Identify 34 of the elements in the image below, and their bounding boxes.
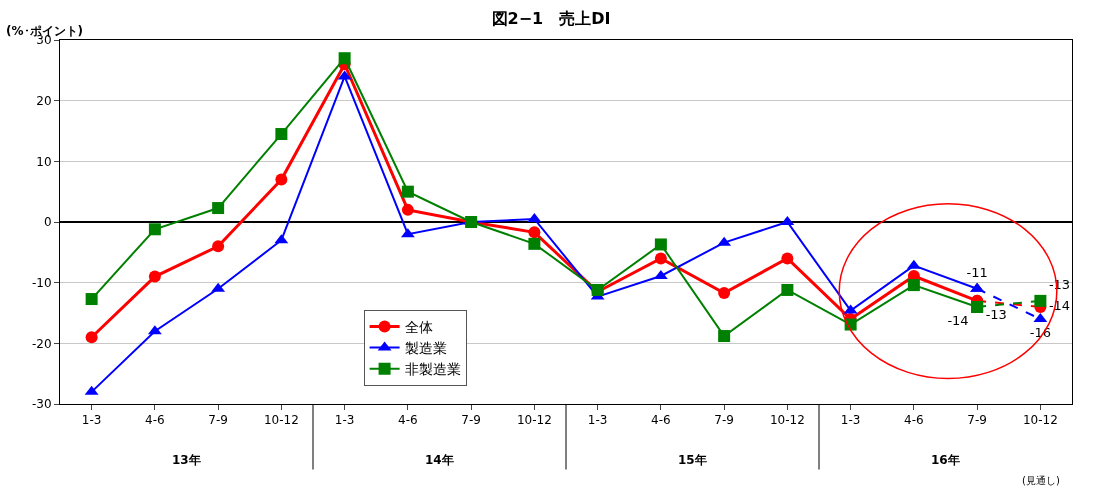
y-tick-label: -10 <box>31 275 52 290</box>
text: 16年 <box>931 453 960 467</box>
x-tick-label: 1-3 <box>81 413 102 428</box>
x-tick-label: 4-6 <box>145 413 165 428</box>
x-tick-label: 7-9 <box>967 413 987 428</box>
y-tick-label: -30 <box>31 397 52 412</box>
y-tick-label: 0 <box>43 215 52 230</box>
x-tick-label: 10-12 <box>263 413 299 428</box>
x-tick-label: 1-3 <box>334 413 355 428</box>
x-tick-label: 10-12 <box>516 413 552 428</box>
y-tick-label: 20 <box>36 93 52 108</box>
x-tick-label: 1-3 <box>587 413 608 428</box>
chart-title: 図2−1 売上DI <box>491 8 611 28</box>
x-tick-label: 7-9 <box>208 413 228 428</box>
x-tick-label: 7-9 <box>714 413 734 428</box>
legend-label: 非製造業 <box>404 361 461 378</box>
text: 14年 <box>425 453 454 467</box>
y-tick-label: -20 <box>31 336 52 351</box>
data-label: -13 <box>985 307 1007 323</box>
x-tick-label: 1-3 <box>840 413 861 428</box>
text: 15年 <box>678 453 707 467</box>
data-label: -14 <box>947 313 969 329</box>
legend-label: 製造業 <box>404 340 447 357</box>
x-tick-label: 4-6 <box>651 413 671 428</box>
text: (見通し) <box>1022 475 1060 486</box>
data-label: -11 <box>966 264 988 280</box>
x-tick-label: 10-12 <box>1022 413 1058 428</box>
x-tick-label: 7-9 <box>461 413 481 428</box>
y-tick-label: 10 <box>36 154 52 169</box>
x-tick-label: 10-12 <box>769 413 805 428</box>
x-tick-label: 4-6 <box>398 413 418 428</box>
x-tick-label: 4-6 <box>904 413 924 428</box>
text: 13年 <box>172 453 201 467</box>
legend-label: 全体 <box>404 318 433 335</box>
